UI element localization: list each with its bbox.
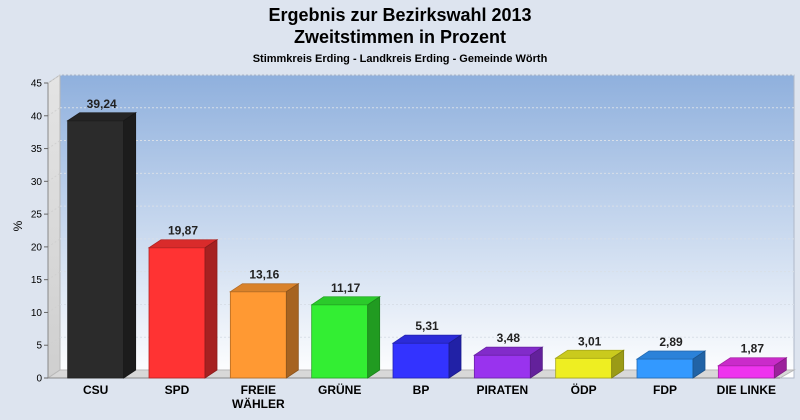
bar-front [67, 120, 125, 379]
x-tick-label: CSU [83, 383, 108, 397]
bar-piraten: 3,48 [473, 331, 544, 379]
bar-side [123, 112, 137, 379]
grid-lines [47, 74, 794, 346]
bar-front [473, 354, 531, 379]
chart-title: Ergebnis zur Bezirkswahl 2013 [268, 5, 532, 25]
y-tick-label: 5 [36, 341, 42, 352]
bar-value-label: 11,17 [331, 281, 361, 295]
bar-side [529, 346, 543, 379]
bar-value-label: 2,89 [659, 335, 683, 349]
bar-front [717, 365, 775, 379]
bar-die-linke: 1,87 [717, 342, 788, 379]
grid-line-side [47, 238, 61, 248]
bar-fdp: 2,89 [635, 335, 707, 379]
bar-side [611, 349, 625, 379]
bar-csu: 39,24 [66, 97, 137, 379]
bar-front [555, 357, 613, 379]
y-axis: 0 5 10 15 20 25 30 35 40 45 [31, 79, 49, 385]
chart-location: Stimmkreis Erding - Landkreis Erding - G… [252, 53, 548, 65]
bar-front [229, 291, 287, 379]
bar-front [311, 304, 369, 379]
bar-value-label: 1,87 [741, 342, 765, 356]
bar-grüne: 11,17 [310, 281, 381, 379]
bar-value-label: 19,87 [168, 224, 198, 238]
grid-line-side [47, 304, 61, 313]
x-tick-label: FREIE WÄHLER [232, 383, 285, 411]
bar-bp: 5,31 [391, 319, 463, 379]
x-tick-label: ÖDP [571, 382, 597, 397]
grid-line-side [47, 172, 61, 182]
bar-side [285, 282, 299, 379]
bar-side [204, 238, 218, 379]
y-tick-label: 10 [31, 308, 43, 319]
bar-side [448, 334, 462, 379]
grid-line-side [47, 271, 61, 281]
grid-line-side [47, 140, 61, 149]
bar-side [773, 356, 787, 379]
x-tick-label: PIRATEN [476, 383, 528, 397]
chart-subtitle: Zweitstimmen in Prozent [293, 27, 507, 47]
x-tick-label: SPD [165, 383, 190, 397]
x-tick-label: GRÜNE [318, 382, 361, 397]
chart-titles: Ergebnis zur Bezirkswahl 2013 Zweitstimm… [0, 4, 800, 67]
y-tick-label: 25 [31, 210, 43, 221]
bar-value-label: 39,24 [87, 97, 117, 111]
bar-freie-wähler: 13,16 [229, 268, 300, 379]
bar-value-label: 3,01 [578, 334, 602, 348]
bar-value-label: 13,16 [249, 268, 279, 282]
x-tick-label: FDP [653, 383, 677, 397]
plot-side-wall [47, 74, 61, 379]
bar-side [692, 350, 706, 379]
bars: 39,24 19,87 13,16 11,17 5,31 3,48 3,01 2,89 1,87 [66, 97, 788, 379]
bar-front [392, 342, 450, 379]
y-tick-label: 35 [31, 144, 43, 155]
y-tick-label: 30 [31, 177, 43, 188]
bar-front [636, 358, 694, 379]
bar-value-label: 3,48 [497, 331, 521, 345]
x-tick-label: DIE LINKE [717, 383, 776, 397]
x-axis: CSU SPD FREIE WÄHLER GRÜNE BP PIRATEN ÖDP FDP DIE… [83, 382, 776, 411]
bar-side [367, 296, 381, 379]
bar-spd: 19,87 [147, 224, 219, 379]
grid-line-side [47, 205, 61, 215]
x-tick-label: BP [413, 383, 430, 397]
grid-line-side [47, 107, 61, 117]
bar-front [148, 247, 206, 379]
y-tick-label: 20 [31, 242, 43, 253]
y-tick-label: 15 [31, 275, 43, 286]
y-tick-label: 0 [36, 374, 42, 385]
y-tick-label: 40 [31, 111, 43, 122]
y-axis-label: % [11, 220, 25, 231]
bar-value-label: 5,31 [415, 319, 439, 333]
grid-line-side [47, 336, 61, 346]
y-tick-label: 45 [31, 79, 43, 90]
bar-ödp: 3,01 [554, 334, 625, 379]
grid-line-side [47, 74, 61, 84]
